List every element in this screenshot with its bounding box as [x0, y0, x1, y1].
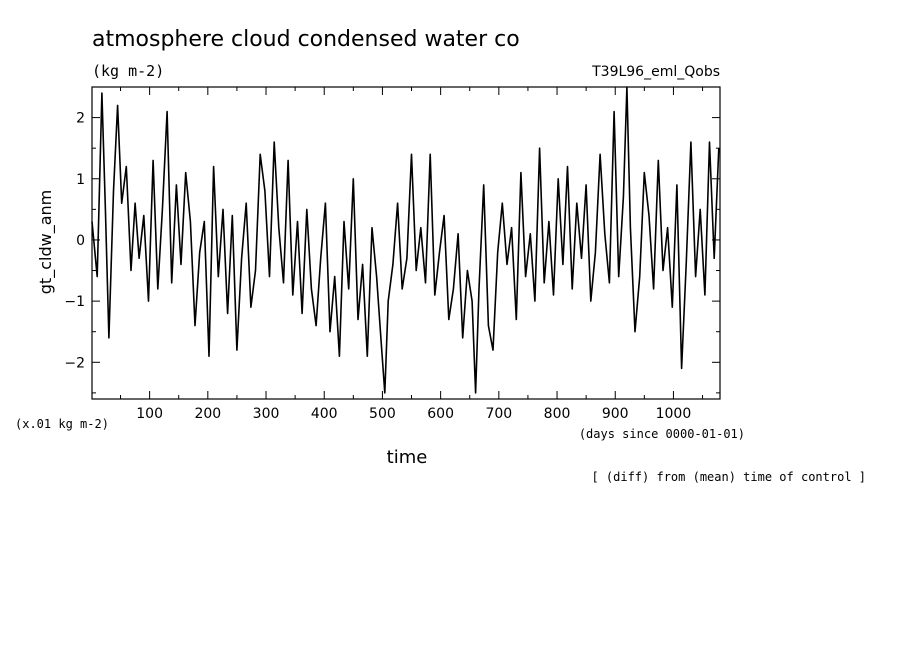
x-tick-label: 900 [602, 406, 629, 422]
plot-area: 100 200 300 400 500 600 700 800 900 1000 −2 −1 0 1 2 [64, 86, 721, 422]
x-tick-label: 700 [485, 406, 512, 422]
x-axis-units: (days since 0000-01-01) [579, 427, 745, 441]
x-tick-label: 600 [427, 406, 454, 422]
y-tick-label: 1 [76, 172, 85, 188]
x-tick-label: 800 [544, 406, 571, 422]
x-tick-label: 100 [136, 406, 163, 422]
x-axis-label: time [387, 447, 428, 468]
x-tick-label: 200 [194, 406, 221, 422]
y-tick-label: 2 [76, 111, 85, 127]
y-tick-label: −2 [64, 355, 85, 371]
run-label: T39L96_eml_Qobs [591, 64, 720, 80]
x-tick-label: 400 [311, 406, 338, 422]
chart-units: (kg m-2) [92, 62, 164, 80]
x-tick-label: 300 [253, 406, 280, 422]
y-multiplier-label: (x.01 kg m-2) [15, 417, 109, 431]
x-tick-label: 500 [369, 406, 396, 422]
series-line [91, 86, 720, 394]
footnote: [ (diff) from (mean) time of control ] [591, 470, 866, 484]
y-tick-label: 0 [76, 233, 85, 249]
y-tick-label: −1 [64, 294, 85, 310]
x-tick-label: 1000 [656, 406, 692, 422]
chart-title: atmosphere cloud condensed water co [92, 27, 520, 52]
y-axis-label: gt_cldw_anm [36, 190, 56, 294]
plot-frame [91, 86, 721, 400]
